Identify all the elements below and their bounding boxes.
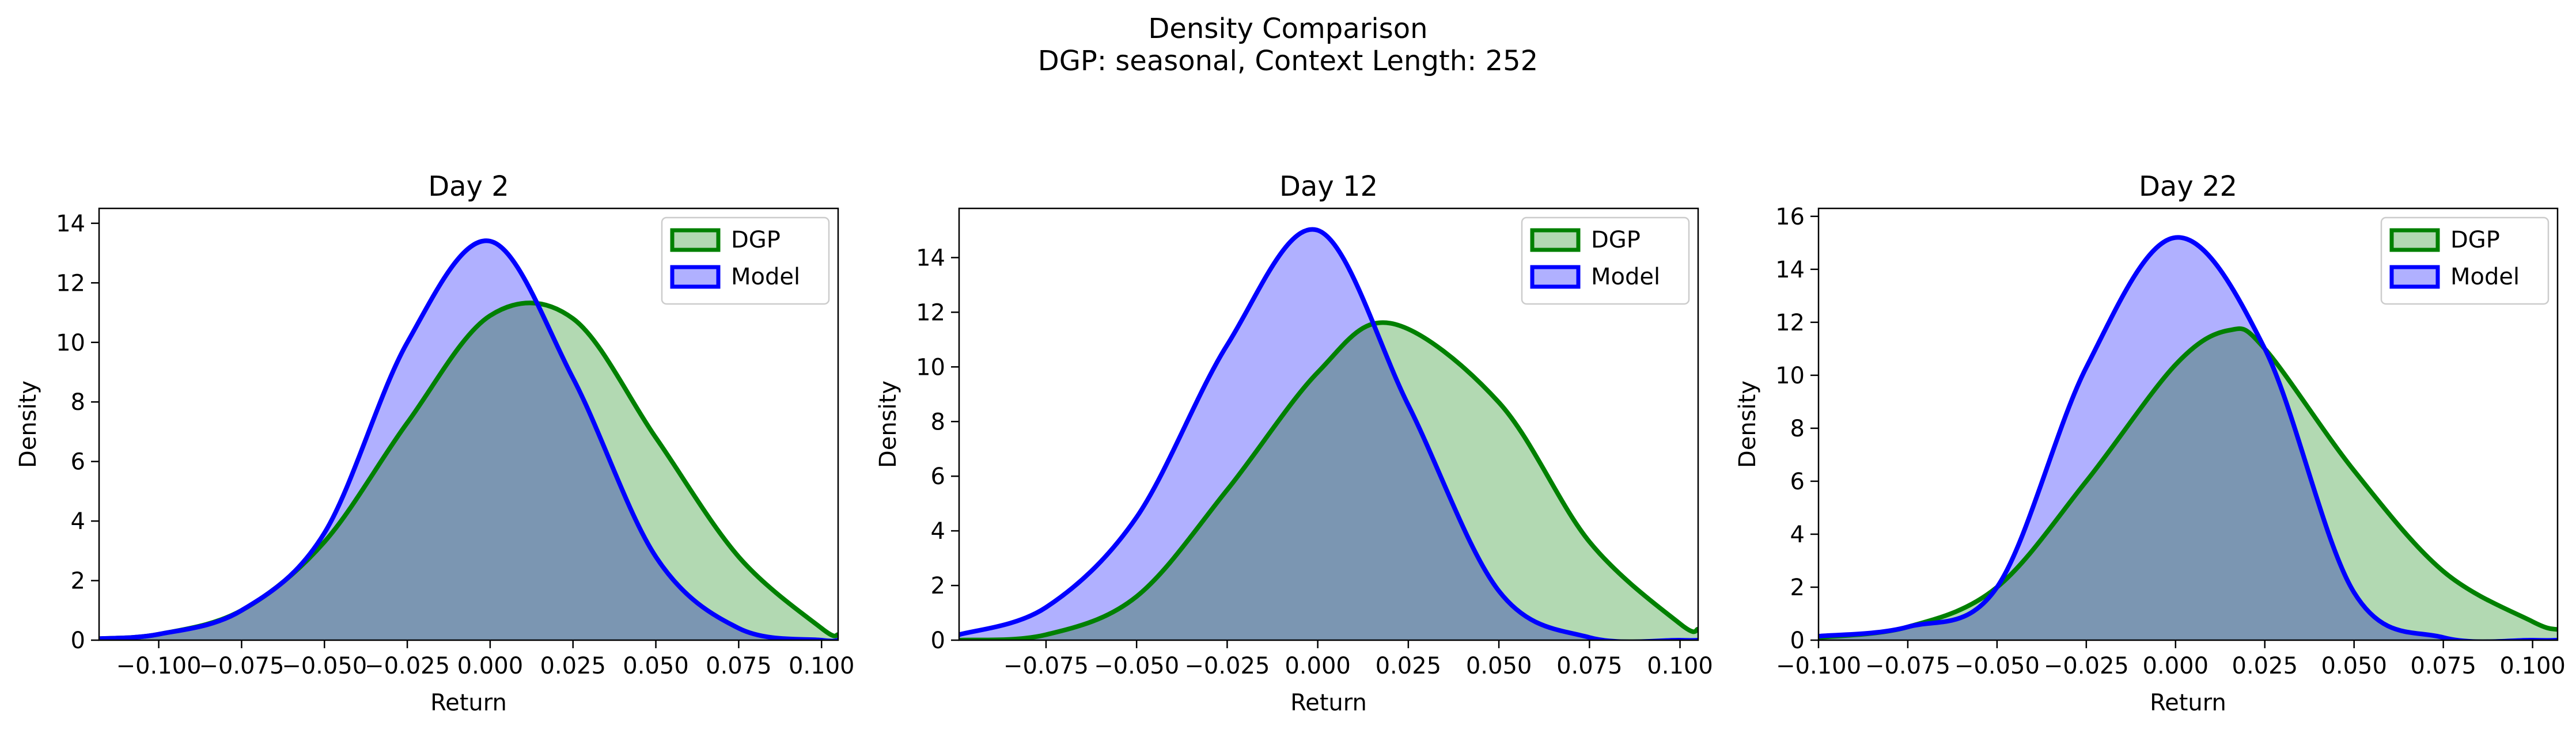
x-tick-label: −0.050 bbox=[1094, 653, 1179, 679]
figure-title-line-1: Density Comparison bbox=[1148, 13, 1427, 45]
x-tick-label: 0.000 bbox=[457, 653, 524, 679]
chart-panel: −0.075 −0.050 −0.025 0.000 0.025 0.050 0.075 0.… bbox=[875, 170, 1713, 716]
model-legend-swatch bbox=[1530, 265, 1581, 289]
axes-frame bbox=[1817, 207, 2559, 641]
x-tick-label: −0.050 bbox=[1954, 653, 2040, 679]
model-density-area bbox=[99, 241, 838, 640]
plot-area bbox=[99, 238, 838, 640]
chart-panel: −0.100−0.075−0.050−0.025 0.000 0.025 0.050 0… bbox=[1734, 170, 2566, 716]
x-tick-label: −0.025 bbox=[2044, 653, 2129, 679]
axes-frame bbox=[958, 207, 1699, 641]
y-tick-label: 8 bbox=[931, 409, 945, 435]
x-axis-label: Return bbox=[2150, 690, 2226, 716]
dgp-legend-swatch bbox=[1530, 228, 1581, 252]
y-tick-label: 14 bbox=[1775, 257, 1805, 283]
y-tick-label: 8 bbox=[1790, 416, 1805, 442]
dgp-legend-label: DGP bbox=[1591, 227, 1641, 253]
y-axis-label: Density bbox=[1734, 381, 1761, 468]
x-tick-label: 0.075 bbox=[706, 653, 772, 679]
axes-frame bbox=[98, 207, 839, 641]
y-tick-label: 0 bbox=[71, 627, 85, 654]
x-tick-label: −0.075 bbox=[1865, 653, 1950, 679]
y-axis-label: Density bbox=[875, 381, 901, 468]
plot-area bbox=[959, 227, 1698, 640]
x-tick-label: −0.050 bbox=[282, 653, 367, 679]
dgp-legend-label: DGP bbox=[731, 227, 781, 253]
panel-title: Day 12 bbox=[1279, 170, 1378, 203]
y-tick-label: 10 bbox=[1775, 363, 1805, 389]
x-tick-label: −0.025 bbox=[1184, 653, 1270, 679]
x-tick-label: −0.100 bbox=[1776, 653, 1861, 679]
plot-area bbox=[1819, 235, 2558, 640]
y-tick-label: 10 bbox=[56, 330, 85, 356]
model-legend-label: Model bbox=[731, 264, 800, 290]
y-tick-label: 0 bbox=[931, 627, 945, 654]
model-legend-label: Model bbox=[1591, 264, 1660, 290]
y-tick-label: 0 bbox=[1790, 627, 1805, 654]
panel-title: Day 2 bbox=[428, 170, 509, 203]
chart-panels: −0.100−0.075−0.050−0.025 0.000 0.025 0.050 0… bbox=[15, 170, 2566, 716]
x-tick-label: 0.050 bbox=[2321, 653, 2387, 679]
x-tick-label: −0.075 bbox=[199, 653, 284, 679]
x-tick-label: −0.075 bbox=[1003, 653, 1089, 679]
legend: DGP Model bbox=[661, 216, 830, 305]
model-legend-swatch bbox=[670, 265, 721, 289]
model-legend-label: Model bbox=[2450, 264, 2520, 290]
y-tick-label: 12 bbox=[916, 299, 945, 326]
y-tick-label: 16 bbox=[1775, 204, 1805, 230]
y-tick-label: 6 bbox=[1790, 469, 1805, 495]
legend: DGP Model bbox=[2380, 216, 2550, 305]
x-tick-label: 0.075 bbox=[1556, 653, 1623, 679]
y-tick-label: 2 bbox=[931, 573, 945, 599]
y-tick-label: 4 bbox=[71, 508, 85, 535]
dgp-legend-swatch bbox=[670, 228, 721, 252]
dgp-density-line bbox=[959, 320, 1698, 640]
x-tick-label: 0.050 bbox=[623, 653, 689, 679]
dgp-legend-swatch bbox=[2389, 228, 2440, 252]
y-tick-label: 12 bbox=[56, 270, 85, 296]
y-tick-label: 12 bbox=[1775, 310, 1805, 336]
model-density-area bbox=[959, 229, 1698, 640]
model-density-area bbox=[1819, 237, 2558, 640]
x-tick-label: 0.100 bbox=[789, 653, 855, 679]
y-tick-label: 4 bbox=[931, 518, 945, 545]
model-density-line bbox=[1819, 235, 2558, 640]
x-tick-label: 0.100 bbox=[2499, 653, 2566, 679]
y-axis-label: Density bbox=[15, 381, 41, 468]
model-legend-swatch bbox=[2389, 265, 2440, 289]
x-tick-label: 0.025 bbox=[540, 653, 606, 679]
x-tick-label: 0.000 bbox=[2143, 653, 2209, 679]
dgp-density-line bbox=[1819, 326, 2558, 640]
chart-panel: −0.100−0.075−0.050−0.025 0.000 0.025 0.050 0… bbox=[15, 170, 854, 716]
y-tick-label: 2 bbox=[1790, 575, 1805, 601]
x-tick-label: −0.025 bbox=[365, 653, 450, 679]
y-tick-label: 4 bbox=[1790, 522, 1805, 548]
y-tick-label: 6 bbox=[71, 449, 85, 476]
x-tick-label: 0.025 bbox=[2232, 653, 2298, 679]
panel-title: Day 22 bbox=[2139, 170, 2237, 203]
x-axis-label: Return bbox=[1290, 690, 1367, 716]
model-density-line bbox=[959, 227, 1698, 640]
x-tick-label: −0.100 bbox=[116, 653, 202, 679]
x-tick-label: 0.050 bbox=[1466, 653, 1532, 679]
x-tick-label: 0.000 bbox=[1285, 653, 1351, 679]
y-tick-label: 2 bbox=[71, 568, 85, 595]
x-axis-label: Return bbox=[430, 690, 507, 716]
x-tick-label: 0.100 bbox=[1647, 653, 1713, 679]
legend: DGP Model bbox=[1521, 216, 1690, 305]
y-tick-label: 14 bbox=[56, 211, 85, 237]
y-tick-label: 10 bbox=[916, 354, 945, 381]
y-tick-label: 14 bbox=[916, 245, 945, 271]
figure-title-line-2: DGP: seasonal, Context Length: 252 bbox=[1038, 45, 1538, 77]
dgp-legend-label: DGP bbox=[2450, 227, 2500, 253]
y-tick-label: 8 bbox=[71, 389, 85, 416]
y-tick-label: 6 bbox=[931, 463, 945, 490]
model-density-line bbox=[99, 238, 838, 640]
x-tick-label: 0.075 bbox=[2410, 653, 2476, 679]
x-tick-label: 0.025 bbox=[1376, 653, 1442, 679]
